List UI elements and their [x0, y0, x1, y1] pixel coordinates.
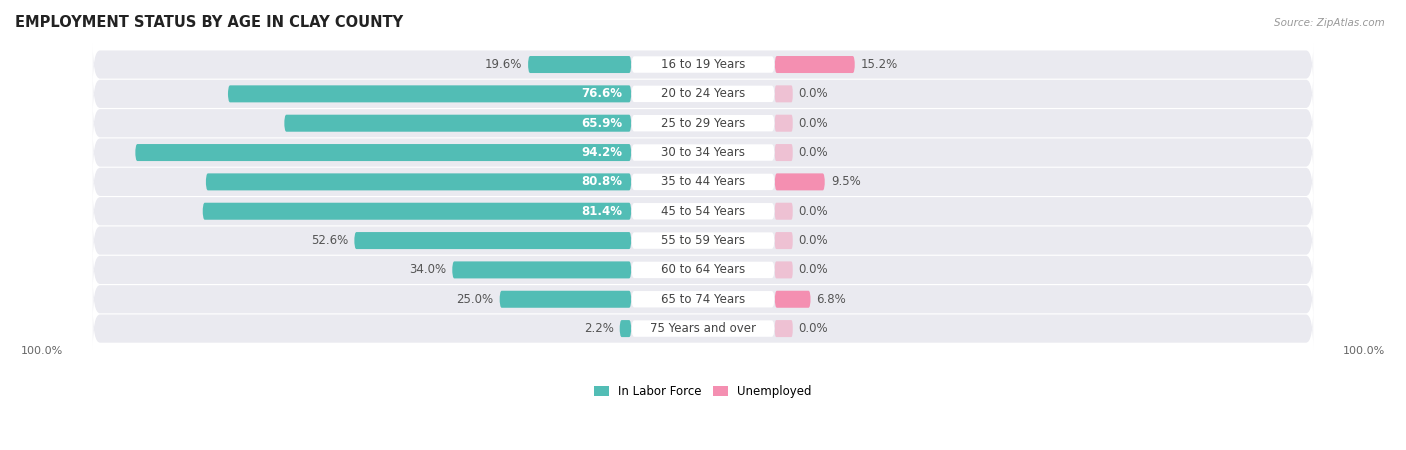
FancyBboxPatch shape	[93, 161, 1313, 203]
FancyBboxPatch shape	[775, 144, 793, 161]
FancyBboxPatch shape	[631, 232, 775, 249]
Text: Source: ZipAtlas.com: Source: ZipAtlas.com	[1274, 18, 1385, 28]
FancyBboxPatch shape	[202, 202, 631, 220]
FancyBboxPatch shape	[93, 220, 1313, 262]
FancyBboxPatch shape	[775, 173, 825, 190]
Text: 0.0%: 0.0%	[799, 146, 828, 159]
FancyBboxPatch shape	[499, 291, 631, 308]
Text: 55 to 59 Years: 55 to 59 Years	[661, 234, 745, 247]
FancyBboxPatch shape	[775, 320, 793, 337]
FancyBboxPatch shape	[93, 190, 1313, 232]
Text: 100.0%: 100.0%	[21, 346, 63, 356]
Text: 45 to 54 Years: 45 to 54 Years	[661, 205, 745, 218]
FancyBboxPatch shape	[775, 232, 793, 249]
FancyBboxPatch shape	[775, 261, 793, 279]
Text: 65.9%: 65.9%	[581, 117, 623, 130]
FancyBboxPatch shape	[775, 291, 811, 308]
FancyBboxPatch shape	[631, 115, 775, 131]
Text: 75 Years and over: 75 Years and over	[650, 322, 756, 335]
FancyBboxPatch shape	[93, 131, 1313, 174]
Text: 30 to 34 Years: 30 to 34 Years	[661, 146, 745, 159]
FancyBboxPatch shape	[529, 56, 631, 73]
FancyBboxPatch shape	[93, 43, 1313, 86]
FancyBboxPatch shape	[93, 278, 1313, 320]
FancyBboxPatch shape	[775, 86, 793, 102]
FancyBboxPatch shape	[93, 249, 1313, 291]
Text: 15.2%: 15.2%	[860, 58, 898, 71]
Text: EMPLOYMENT STATUS BY AGE IN CLAY COUNTY: EMPLOYMENT STATUS BY AGE IN CLAY COUNTY	[15, 15, 404, 30]
Text: 20 to 24 Years: 20 to 24 Years	[661, 87, 745, 100]
Legend: In Labor Force, Unemployed: In Labor Force, Unemployed	[589, 381, 817, 403]
FancyBboxPatch shape	[135, 144, 631, 161]
Text: 25.0%: 25.0%	[457, 293, 494, 306]
FancyBboxPatch shape	[631, 203, 775, 220]
Text: 9.5%: 9.5%	[831, 176, 860, 189]
FancyBboxPatch shape	[284, 115, 631, 132]
FancyBboxPatch shape	[631, 262, 775, 278]
Text: 6.8%: 6.8%	[817, 293, 846, 306]
Text: 80.8%: 80.8%	[581, 176, 623, 189]
Text: 0.0%: 0.0%	[799, 234, 828, 247]
Text: 16 to 19 Years: 16 to 19 Years	[661, 58, 745, 71]
FancyBboxPatch shape	[93, 102, 1313, 144]
Text: 25 to 29 Years: 25 to 29 Years	[661, 117, 745, 130]
Text: 0.0%: 0.0%	[799, 322, 828, 335]
Text: 0.0%: 0.0%	[799, 117, 828, 130]
FancyBboxPatch shape	[631, 320, 775, 337]
FancyBboxPatch shape	[453, 261, 631, 279]
Text: 94.2%: 94.2%	[581, 146, 623, 159]
FancyBboxPatch shape	[228, 86, 631, 102]
Text: 52.6%: 52.6%	[311, 234, 349, 247]
Text: 0.0%: 0.0%	[799, 87, 828, 100]
FancyBboxPatch shape	[775, 56, 855, 73]
Text: 60 to 64 Years: 60 to 64 Years	[661, 263, 745, 276]
FancyBboxPatch shape	[354, 232, 631, 249]
FancyBboxPatch shape	[620, 320, 631, 337]
FancyBboxPatch shape	[775, 115, 793, 132]
FancyBboxPatch shape	[205, 173, 631, 190]
Text: 100.0%: 100.0%	[1343, 346, 1385, 356]
FancyBboxPatch shape	[93, 73, 1313, 115]
Text: 35 to 44 Years: 35 to 44 Years	[661, 176, 745, 189]
FancyBboxPatch shape	[631, 174, 775, 190]
Text: 0.0%: 0.0%	[799, 263, 828, 276]
Text: 19.6%: 19.6%	[485, 58, 522, 71]
Text: 0.0%: 0.0%	[799, 205, 828, 218]
Text: 81.4%: 81.4%	[581, 205, 623, 218]
FancyBboxPatch shape	[93, 307, 1313, 350]
FancyBboxPatch shape	[631, 144, 775, 161]
Text: 34.0%: 34.0%	[409, 263, 446, 276]
FancyBboxPatch shape	[631, 56, 775, 73]
Text: 2.2%: 2.2%	[583, 322, 613, 335]
FancyBboxPatch shape	[631, 86, 775, 102]
Text: 76.6%: 76.6%	[581, 87, 623, 100]
FancyBboxPatch shape	[631, 291, 775, 307]
Text: 65 to 74 Years: 65 to 74 Years	[661, 293, 745, 306]
FancyBboxPatch shape	[775, 202, 793, 220]
